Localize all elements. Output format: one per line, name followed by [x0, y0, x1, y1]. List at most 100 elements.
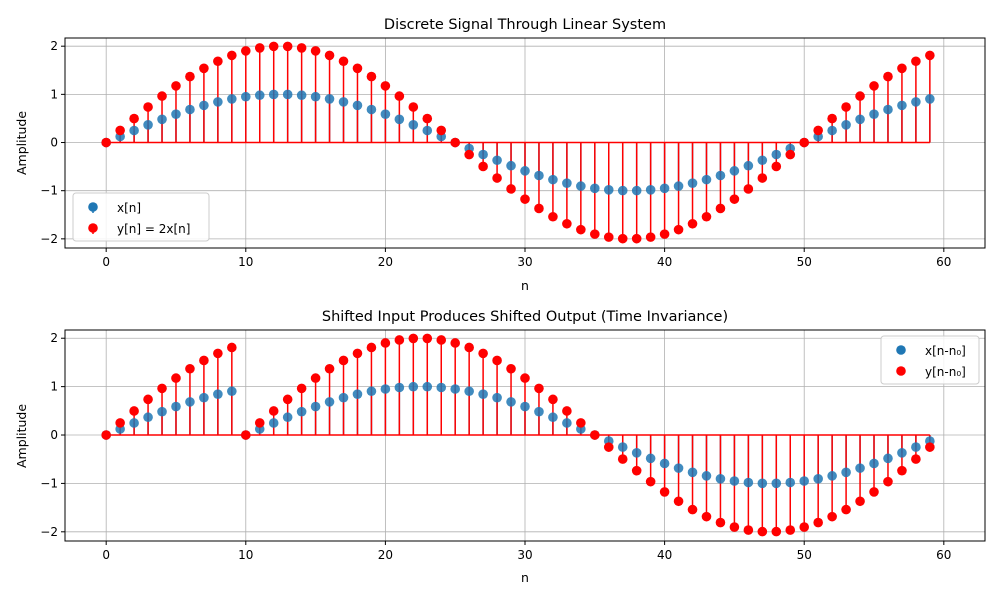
stem-marker — [199, 100, 209, 111]
x-tick-label: 10 — [238, 548, 253, 562]
stem-marker — [394, 335, 405, 345]
stem-marker — [911, 442, 921, 452]
y-tick-label: −2 — [40, 232, 58, 246]
stem-marker — [520, 401, 530, 412]
stem-marker — [603, 232, 614, 242]
stem-marker — [408, 333, 419, 344]
stem-marker — [185, 397, 195, 407]
y-tick-label: 0 — [50, 136, 58, 150]
stem-marker — [213, 348, 223, 359]
stem-marker — [506, 160, 516, 171]
x-tick-label: 50 — [797, 548, 812, 562]
stem-marker — [296, 383, 307, 394]
stem-marker — [450, 137, 460, 148]
legend-label: x[n-n₀] — [925, 344, 966, 358]
stem-marker — [869, 487, 879, 497]
stem-marker — [576, 418, 586, 428]
x-tick-label: 60 — [936, 548, 951, 562]
stem-marker — [757, 526, 768, 537]
stem-marker — [617, 454, 628, 464]
stem-marker — [240, 46, 251, 56]
x-tick-label: 30 — [517, 548, 532, 562]
stem-marker — [213, 97, 223, 107]
stem-marker — [925, 50, 935, 61]
stem-marker — [171, 401, 181, 412]
stem-marker — [436, 335, 447, 345]
y-tick-label: −1 — [40, 476, 58, 490]
stem-marker — [492, 355, 502, 366]
stem-marker — [338, 355, 349, 366]
stem-marker — [296, 90, 307, 101]
stem-marker — [254, 90, 265, 101]
stem-marker — [785, 149, 796, 160]
stem-marker — [534, 406, 544, 417]
y-tick-label: −1 — [40, 184, 58, 198]
stem-marker — [562, 406, 572, 416]
stem-marker — [631, 233, 642, 244]
stem-marker — [324, 50, 335, 61]
stem-marker — [673, 496, 684, 507]
stem-marker — [562, 178, 572, 188]
stem-marker — [296, 43, 307, 53]
legend-marker — [88, 202, 98, 212]
stem-marker — [715, 474, 726, 484]
stem-marker — [897, 448, 907, 458]
stem-marker — [631, 465, 642, 476]
stem-marker — [687, 467, 698, 478]
legend-label: x[n] — [117, 201, 141, 215]
stem-marker — [743, 160, 754, 171]
stem-marker — [478, 149, 488, 160]
stem-marker — [757, 173, 768, 183]
stem-marker — [380, 384, 391, 394]
stem-marker — [548, 412, 558, 423]
x-tick-label: 40 — [657, 255, 672, 269]
stem-marker — [659, 458, 670, 469]
stem-marker — [645, 232, 656, 242]
stem-marker — [338, 56, 349, 67]
stem-marker — [617, 233, 628, 244]
stem-marker — [911, 454, 921, 464]
stem-marker — [352, 63, 363, 74]
stem-marker — [282, 89, 293, 100]
x-tick-label: 0 — [102, 255, 110, 269]
stem-marker — [883, 104, 893, 115]
legend: x[n] y[n] = 2x[n] — [72, 192, 210, 242]
stem-marker — [143, 394, 153, 405]
x-tick-label: 20 — [378, 548, 393, 562]
y-tick-label: 2 — [50, 331, 58, 345]
stem-marker — [352, 389, 363, 399]
stem-marker — [743, 525, 754, 535]
stem-marker — [115, 125, 125, 136]
stem-marker — [617, 442, 628, 452]
stem-marker — [282, 41, 293, 52]
stem-marker — [199, 63, 209, 74]
stem-marker — [129, 418, 139, 428]
stem-marker — [227, 50, 237, 61]
stem-marker — [143, 412, 153, 423]
stem-marker — [701, 211, 712, 222]
stem-marker — [617, 185, 628, 196]
stem-marker — [380, 338, 391, 348]
stem-marker — [855, 463, 865, 473]
stem-marker — [492, 392, 502, 403]
stem-marker — [157, 383, 167, 394]
stem-marker — [450, 338, 460, 348]
legend-marker — [896, 345, 906, 355]
stem-marker — [841, 467, 851, 478]
stem-marker — [855, 91, 865, 101]
stem-marker — [310, 91, 321, 102]
legend-label: y[n] = 2x[n] — [117, 222, 190, 236]
stem-marker — [296, 406, 307, 417]
stem-marker — [701, 511, 712, 522]
stem-marker — [310, 46, 321, 56]
stem-marker — [478, 389, 488, 399]
stem-marker — [897, 63, 907, 74]
stem-marker — [171, 109, 181, 119]
y-tick-label: −2 — [40, 525, 58, 539]
stem-marker — [422, 333, 433, 344]
stem-marker — [562, 218, 572, 229]
stem-marker — [813, 474, 823, 484]
stem-marker — [380, 109, 391, 119]
stem-marker — [464, 342, 474, 353]
stem-marker — [897, 100, 907, 111]
